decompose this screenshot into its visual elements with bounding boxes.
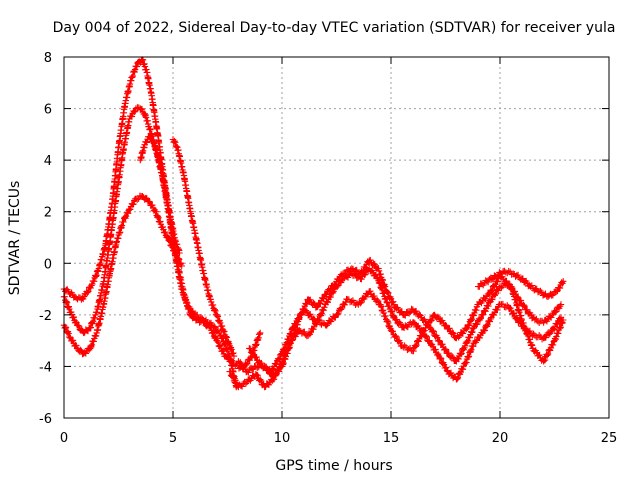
series-markers: [226, 265, 565, 391]
x-tick-label: 20: [492, 431, 509, 446]
axis-ticks: 0 5 10 15 20 25 -6 -4 -2 0 2 4 6 8: [39, 51, 617, 446]
x-axis-label: GPS time / hours: [275, 458, 392, 474]
x-tick-label: 25: [601, 431, 618, 446]
x-tick-label: 10: [274, 431, 291, 446]
data-points: [60, 56, 567, 391]
series-markers: [137, 133, 183, 257]
y-tick-label: 0: [44, 257, 52, 272]
series-markers: [475, 267, 567, 300]
series-track-6: [226, 265, 565, 391]
y-tick-label: 2: [44, 206, 52, 221]
series-track-5: [169, 136, 238, 360]
y-tick-label: 4: [44, 154, 52, 169]
y-tick-label: 6: [44, 103, 52, 118]
chart-title: Day 004 of 2022, Sidereal Day-to-day VTE…: [53, 20, 616, 36]
x-tick-label: 15: [383, 431, 400, 446]
grid-lines: [64, 57, 609, 418]
plot-frame: [63, 56, 610, 419]
y-axis-label: SDTVAR / TECUs: [7, 181, 23, 296]
x-tick-label: 0: [60, 431, 68, 446]
y-tick-label: 8: [44, 51, 52, 66]
series-track-8: [246, 272, 567, 375]
series-markers: [246, 272, 567, 375]
y-tick-label: -4: [39, 360, 52, 375]
x-tick-label: 5: [169, 431, 177, 446]
y-tick-label: -6: [39, 412, 52, 427]
series-markers: [169, 136, 238, 360]
y-tick-label: -2: [39, 309, 52, 324]
series-track-4: [137, 133, 183, 257]
series-track-9: [475, 267, 567, 300]
